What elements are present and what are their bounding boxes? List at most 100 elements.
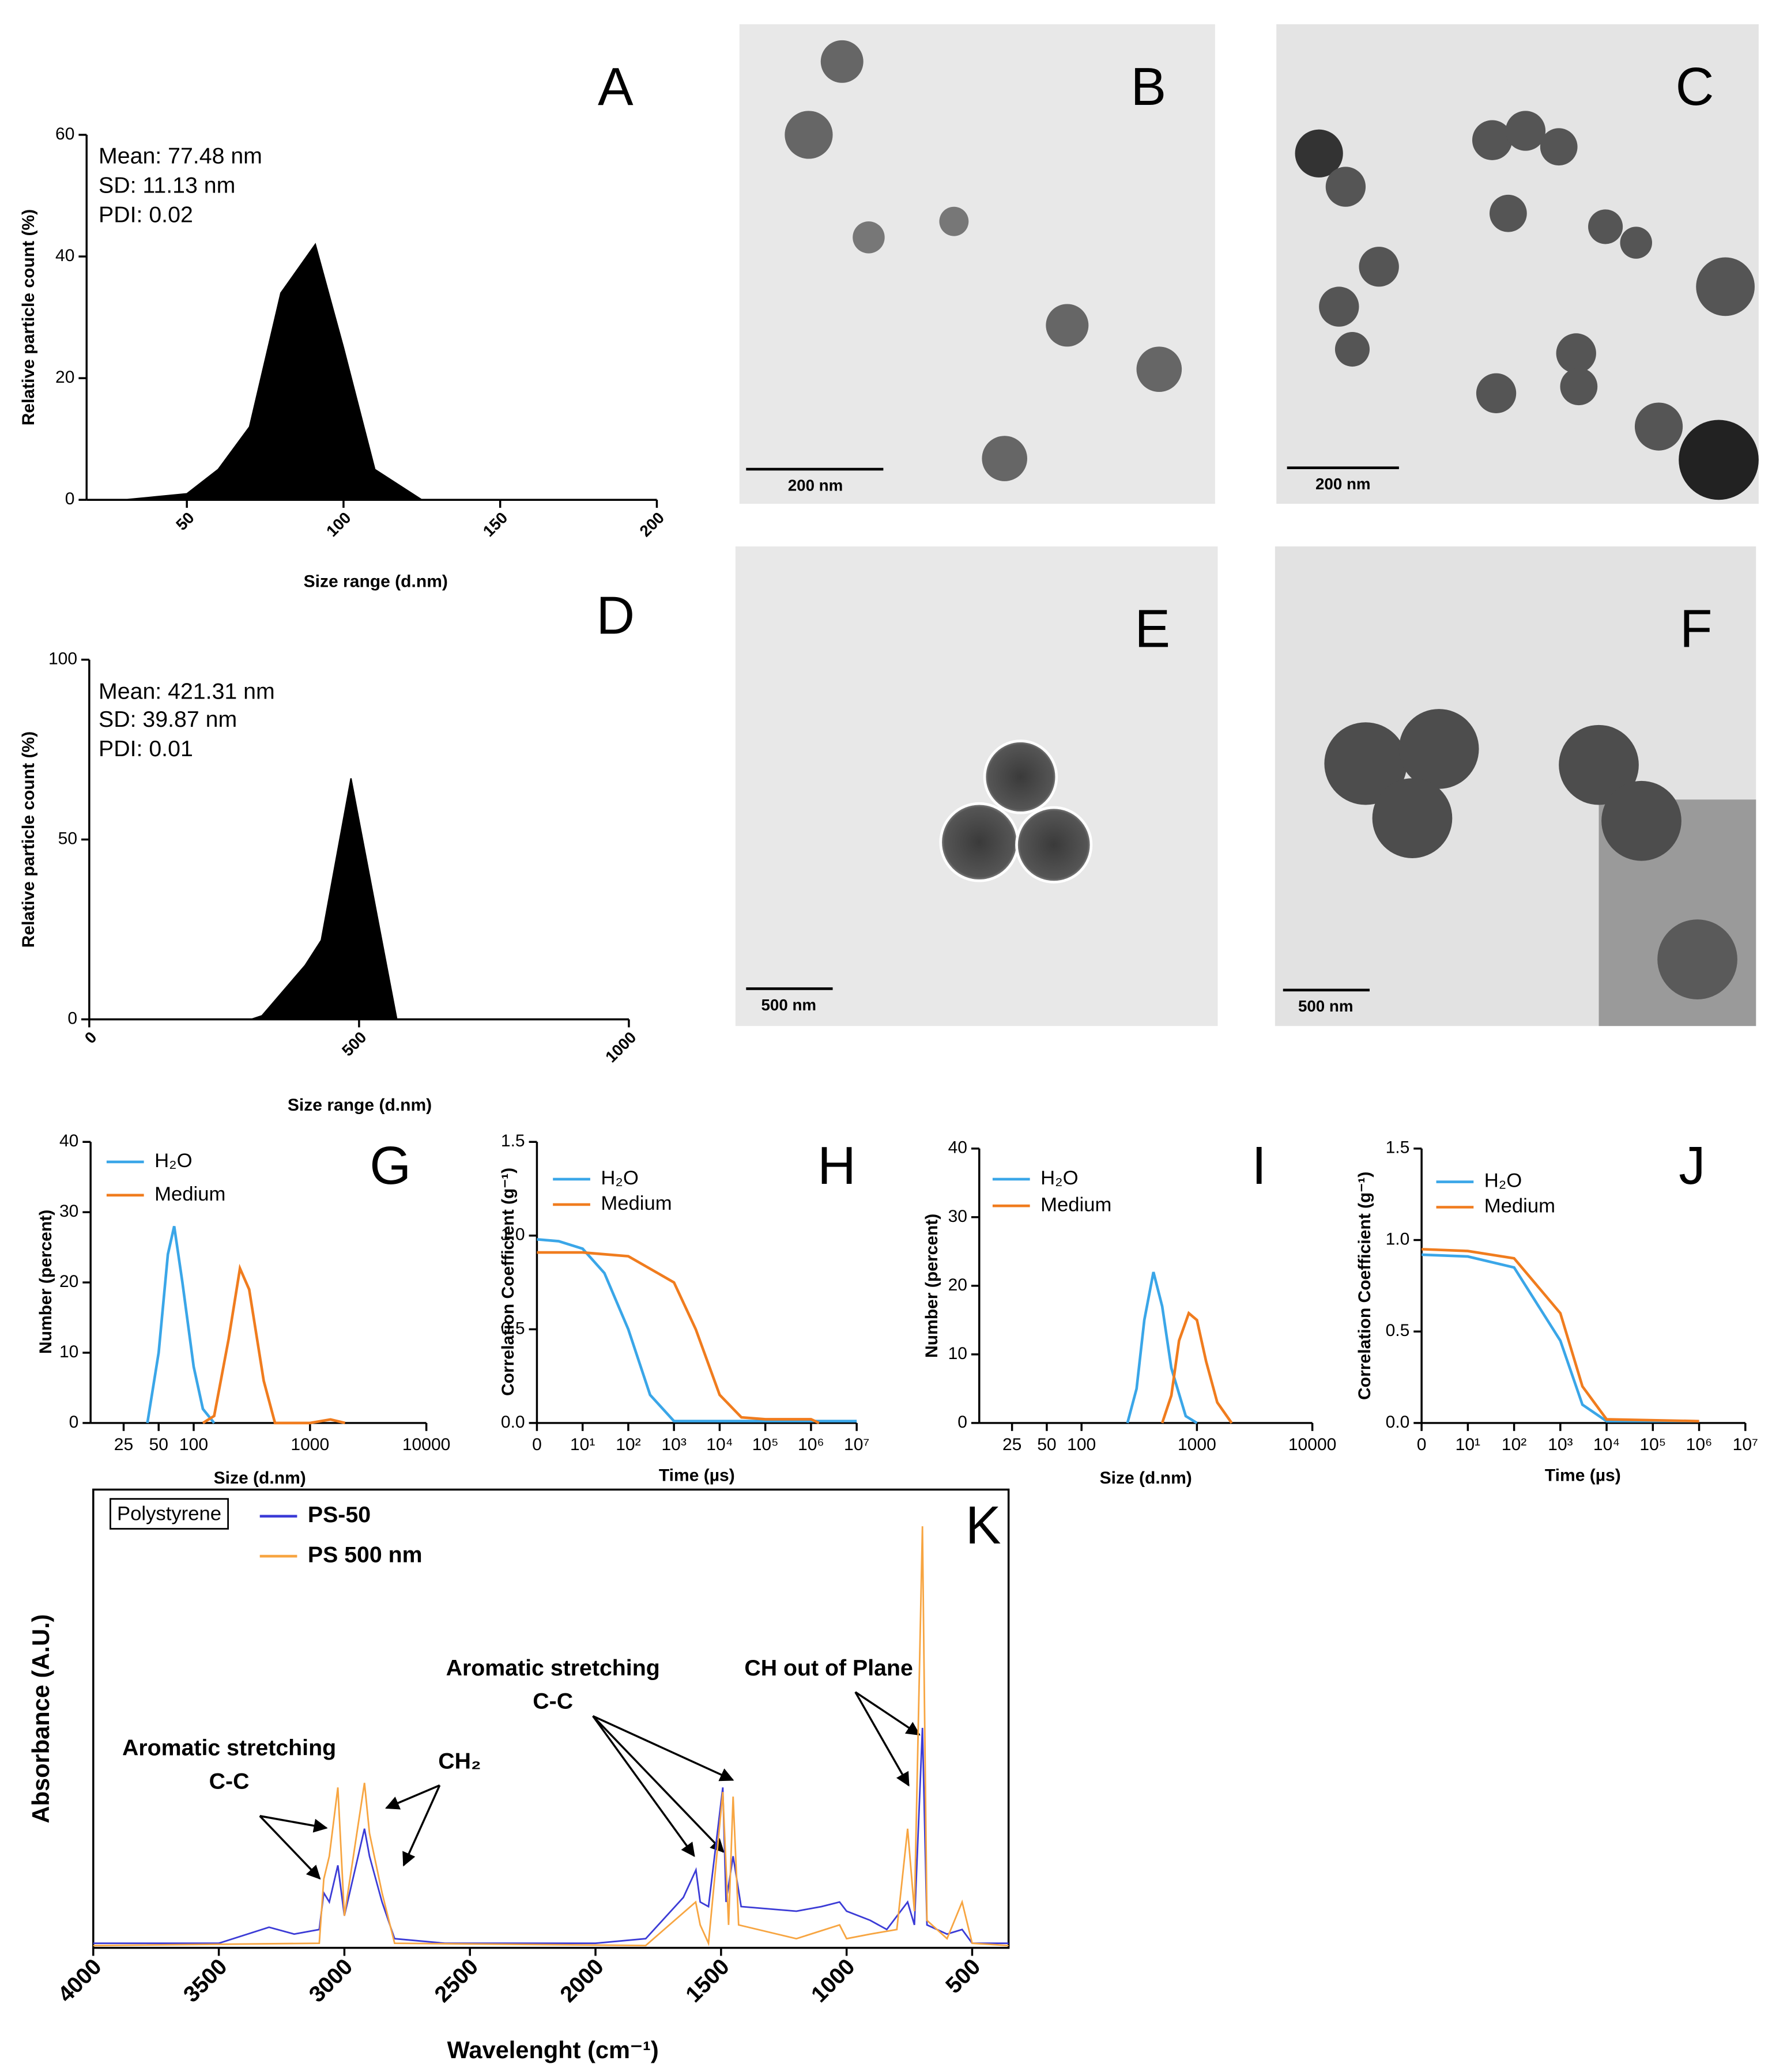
x-tick-label: 10³ [661, 1435, 686, 1454]
x-axis-label: Size range (d.nm) [304, 572, 448, 591]
x-tick-label: 10² [1502, 1435, 1526, 1454]
x-axis-label: Size (d.nm) [1100, 1469, 1192, 1488]
legend-label: Medium [1040, 1194, 1111, 1216]
y-tick-label: 10 [948, 1344, 967, 1363]
x-tick-label: 0 [532, 1435, 542, 1454]
x-tick-label: 100 [1067, 1435, 1096, 1454]
y-tick-label: 40 [55, 246, 74, 265]
panel-label: I [1251, 1135, 1266, 1195]
x-tick-label: 25 [1002, 1435, 1021, 1454]
legend-label: H₂O [601, 1167, 638, 1189]
annotation: C-C [209, 1768, 250, 1794]
image-e: 500 nm E [735, 546, 1218, 1026]
legend-label: Medium [601, 1192, 672, 1214]
y-axis-label: Number (percent) [36, 1210, 55, 1354]
panel-label: F [1680, 599, 1712, 659]
x-tick-label: 50 [1037, 1435, 1056, 1454]
x-tick-label: 10⁵ [752, 1435, 779, 1454]
area [124, 243, 657, 501]
x-tick-label: 10² [616, 1435, 640, 1454]
y-tick-label: 100 [48, 650, 77, 669]
panel-label: C [1676, 56, 1714, 116]
annotation: Polystyrene [117, 1503, 221, 1525]
y-tick-label: 50 [58, 829, 77, 848]
y-tick-label: 1.5 [1386, 1138, 1410, 1157]
legend-label: PS 500 nm [308, 1542, 423, 1567]
image-b: 200 nm B [739, 24, 1215, 504]
annotation: PDI: 0.02 [99, 202, 193, 227]
area [89, 778, 629, 1020]
y-axis-label: Relative particle count (%) [19, 731, 38, 948]
y-tick-label: 10 [59, 1342, 78, 1361]
annotation: C-C [533, 1689, 573, 1714]
y-tick-label: 20 [59, 1272, 78, 1291]
x-tick-label: 10000 [1288, 1435, 1337, 1454]
x-tick-label: 0 [1417, 1435, 1427, 1454]
annotation: Mean: 77.48 nm [99, 144, 262, 169]
scale-bar-label: 200 nm [788, 476, 843, 494]
y-tick-label: 1.0 [1386, 1229, 1410, 1248]
x-axis-label: Time (µs) [659, 1466, 735, 1485]
series-line [202, 1263, 346, 1425]
y-tick-label: 0 [957, 1413, 967, 1432]
legend-label: PS-50 [308, 1502, 371, 1527]
y-axis-label: Absorbance (A.U.) [27, 1614, 54, 1824]
panel-label: A [598, 56, 634, 116]
series-line [1422, 1248, 1699, 1423]
x-tick-label: 4000 [53, 1954, 107, 2007]
x-tick-label: 25 [114, 1435, 133, 1454]
legend-label: H₂O [1484, 1170, 1522, 1192]
y-tick-label: 60 [55, 124, 74, 144]
panel-label: J [1679, 1135, 1705, 1195]
y-tick-label: 20 [55, 368, 74, 387]
x-axis-label: Wavelenght (cm⁻¹) [447, 2036, 659, 2063]
y-tick-label: 0.0 [1386, 1413, 1410, 1432]
x-axis-label: Time (µs) [1545, 1466, 1621, 1485]
annotation: PDI: 0.01 [99, 736, 193, 761]
y-axis-label: Number (percent) [922, 1214, 941, 1358]
y-tick-label: 0 [69, 1413, 79, 1432]
panel-label: H [817, 1135, 856, 1195]
x-tick-label: 1000 [291, 1435, 329, 1454]
x-tick-label: 1000 [602, 1028, 640, 1066]
y-tick-label: 0.5 [501, 1319, 525, 1338]
x-tick-label: 500 [338, 1028, 370, 1060]
series-line [1126, 1271, 1198, 1424]
x-tick-label: 50 [172, 508, 198, 534]
x-tick-label: 10⁴ [706, 1435, 733, 1454]
legend-label: Medium [1484, 1195, 1555, 1217]
series-line [1160, 1311, 1233, 1424]
x-tick-label: 0 [81, 1028, 100, 1047]
series-line [537, 1251, 820, 1425]
annotation: CH out of Plane [744, 1655, 913, 1681]
legend-label: Medium [154, 1183, 225, 1205]
x-tick-label: 10⁴ [1593, 1435, 1620, 1454]
y-tick-label: 30 [59, 1202, 78, 1221]
k-arrows [259, 1691, 921, 1880]
annotation: Mean: 421.31 nm [99, 679, 275, 704]
x-tick-label: 1500 [681, 1954, 734, 2007]
x-tick-label: 10⁶ [798, 1435, 824, 1454]
x-axis-label: Size range (d.nm) [288, 1096, 432, 1115]
y-tick-label: 30 [948, 1207, 967, 1226]
y-axis-label: Relative particle count (%) [19, 209, 38, 425]
x-tick-label: 500 [941, 1954, 985, 1998]
y-tick-label: 40 [59, 1131, 78, 1150]
y-tick-label: 0 [65, 489, 75, 508]
annotation: Aromatic stretching [446, 1655, 660, 1681]
x-tick-label: 1000 [806, 1954, 860, 2007]
x-tick-label: 10¹ [570, 1435, 595, 1454]
series-line [146, 1226, 216, 1424]
panel-label: E [1134, 599, 1170, 659]
scale-bar-label: 500 nm [761, 996, 817, 1014]
x-tick-label: 2500 [429, 1954, 483, 2007]
panel-label: D [596, 586, 635, 646]
legend-label: H₂O [1040, 1167, 1078, 1189]
annotation: CH₂ [438, 1749, 481, 1774]
series-line [93, 1526, 1009, 1946]
y-tick-label: 20 [948, 1275, 967, 1294]
scale-bar-label: 500 nm [1298, 997, 1353, 1015]
panel-label: K [966, 1495, 1001, 1555]
x-tick-label: 150 [480, 508, 511, 540]
